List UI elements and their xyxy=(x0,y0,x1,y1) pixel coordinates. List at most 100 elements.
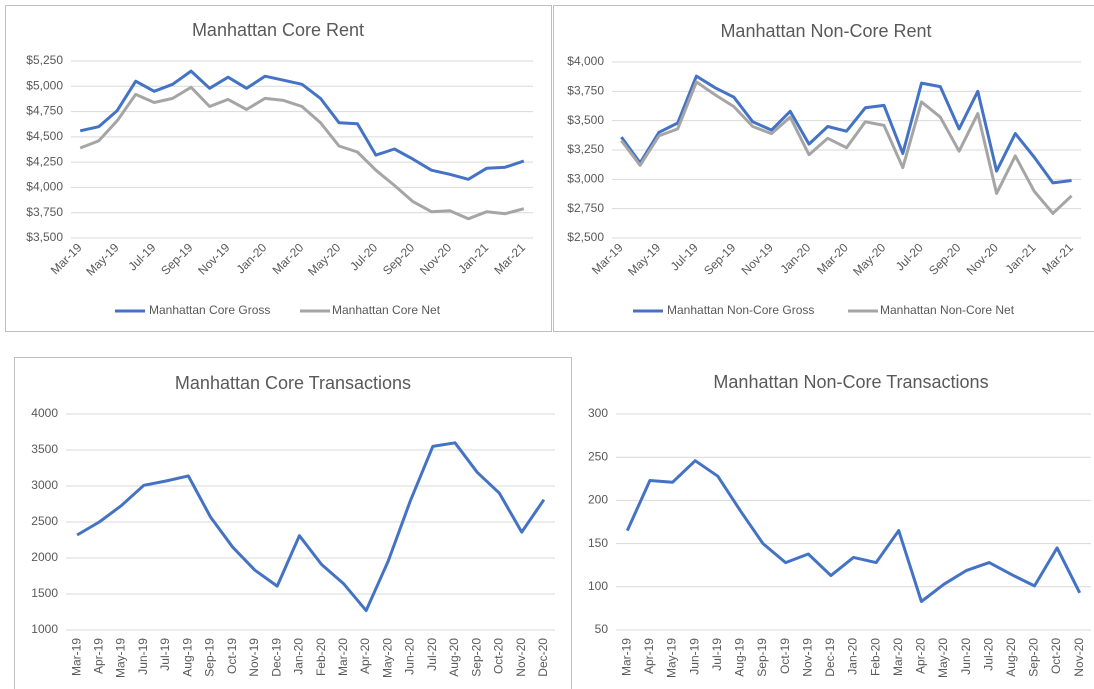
x-tick-label: Apr-20 xyxy=(914,638,928,674)
x-tick-label: May-20 xyxy=(936,638,950,678)
panel-frame xyxy=(5,5,552,332)
x-tick-label: Mar-20 xyxy=(270,240,307,277)
legend-label: Manhattan Non-Core Net xyxy=(880,303,1015,317)
x-tick-label: Sep-20 xyxy=(469,638,483,677)
x-tick-label: May-19 xyxy=(83,240,121,278)
chart-title: Manhattan Core Rent xyxy=(192,20,364,40)
x-tick-label: May-19 xyxy=(665,638,679,678)
series-line xyxy=(620,80,1073,215)
x-tick-label: Jul-19 xyxy=(668,240,701,273)
x-tick-label: May-19 xyxy=(114,638,128,678)
x-tick-label: Jul-19 xyxy=(710,638,724,671)
x-tick-label: Sep-20 xyxy=(380,240,417,277)
x-tick-label: Mar-19 xyxy=(619,638,633,676)
x-tick-label: Dec-19 xyxy=(823,638,837,677)
y-tick-label: 3500 xyxy=(31,442,58,456)
y-tick-label: $3,500 xyxy=(26,230,63,244)
x-tick-label: Nov-19 xyxy=(195,240,232,277)
y-tick-label: $4,000 xyxy=(567,54,604,68)
x-tick-label: Dec-19 xyxy=(269,638,283,677)
x-tick-label: Jan-20 xyxy=(292,638,306,675)
x-tick-label: Nov-19 xyxy=(800,638,814,677)
x-tick-label: Nov-19 xyxy=(247,638,261,677)
x-tick-label: Dec-20 xyxy=(536,638,550,677)
chart-title: Manhattan Core Transactions xyxy=(175,373,411,393)
x-tick-label: Jul-20 xyxy=(425,638,439,671)
x-tick-label: Jun-19 xyxy=(136,638,150,675)
x-tick-label: Feb-20 xyxy=(314,638,328,676)
y-tick-label: $3,750 xyxy=(567,84,604,98)
x-tick-label: Apr-19 xyxy=(642,638,656,674)
y-tick-label: 4000 xyxy=(31,406,58,420)
x-tick-label: Sep-20 xyxy=(926,240,963,277)
x-tick-label: Mar-19 xyxy=(48,240,85,277)
x-tick-label: May-20 xyxy=(380,638,394,678)
panel-frame xyxy=(553,5,1094,332)
y-tick-label: $3,250 xyxy=(567,142,604,156)
x-tick-label: Nov-20 xyxy=(964,240,1001,277)
panel-frame xyxy=(14,357,572,689)
series-line xyxy=(79,85,525,221)
y-tick-label: $2,500 xyxy=(567,230,604,244)
x-tick-label: Sep-19 xyxy=(203,638,217,677)
x-tick-label: Nov-20 xyxy=(1072,638,1086,677)
x-tick-label: Mar-21 xyxy=(491,240,528,277)
x-tick-label: Mar-19 xyxy=(69,638,83,676)
series-line xyxy=(625,459,1082,603)
y-tick-label: 1500 xyxy=(31,586,58,600)
x-tick-label: Jan-20 xyxy=(846,638,860,675)
legend-label: Manhattan Non-Core Gross xyxy=(667,303,814,317)
x-tick-label: Jul-20 xyxy=(347,240,380,273)
x-tick-label: Oct-19 xyxy=(778,638,792,674)
x-tick-label: Sep-20 xyxy=(1027,638,1041,677)
x-tick-label: Mar-20 xyxy=(891,638,905,676)
x-tick-label: Sep-19 xyxy=(701,240,738,277)
y-tick-label: $5,250 xyxy=(26,53,63,67)
x-tick-label: May-20 xyxy=(305,240,343,278)
x-tick-label: Oct-20 xyxy=(1049,638,1063,674)
x-tick-label: Nov-20 xyxy=(417,240,454,277)
series-line xyxy=(76,441,546,613)
x-tick-label: Mar-19 xyxy=(589,240,626,277)
series-line xyxy=(79,69,525,181)
x-tick-label: Oct-20 xyxy=(492,638,506,674)
series-line xyxy=(620,74,1072,185)
chart-title: Manhattan Non-Core Rent xyxy=(720,21,931,41)
y-tick-label: $3,750 xyxy=(26,205,63,219)
x-tick-label: Oct-19 xyxy=(225,638,239,674)
x-tick-label: Jun-20 xyxy=(403,638,417,675)
x-tick-label: Sep-19 xyxy=(755,638,769,677)
x-tick-label: Nov-20 xyxy=(514,638,528,677)
x-tick-label: Aug-19 xyxy=(733,638,747,677)
y-tick-label: $5,000 xyxy=(26,78,63,92)
x-tick-label: Jun-20 xyxy=(959,638,973,675)
y-tick-label: $4,250 xyxy=(26,154,63,168)
y-tick-label: 3000 xyxy=(31,478,58,492)
x-tick-label: Jan-21 xyxy=(1003,240,1039,276)
y-tick-label: $4,500 xyxy=(26,129,63,143)
y-tick-label: 2000 xyxy=(31,550,58,564)
y-tick-label: 300 xyxy=(588,406,608,420)
x-tick-label: Mar-20 xyxy=(814,240,851,277)
x-tick-label: Apr-19 xyxy=(92,638,106,674)
y-tick-label: 100 xyxy=(588,579,608,593)
x-tick-label: Nov-19 xyxy=(739,240,776,277)
x-tick-label: Jul-20 xyxy=(981,638,995,671)
y-tick-label: 150 xyxy=(588,536,608,550)
y-tick-label: 2500 xyxy=(31,514,58,528)
y-tick-label: $4,000 xyxy=(26,180,63,194)
x-tick-label: Jan-21 xyxy=(455,240,491,276)
y-tick-label: $3,000 xyxy=(567,172,604,186)
x-tick-label: Aug-20 xyxy=(447,638,461,677)
legend-label: Manhattan Core Gross xyxy=(149,303,270,317)
x-tick-label: Mar-21 xyxy=(1039,240,1076,277)
x-tick-label: May-20 xyxy=(850,240,888,278)
x-tick-label: Jun-19 xyxy=(687,638,701,675)
y-tick-label: 1000 xyxy=(31,622,58,636)
x-tick-label: Apr-20 xyxy=(358,638,372,674)
x-tick-label: Mar-20 xyxy=(336,638,350,676)
x-tick-label: Jan-20 xyxy=(234,240,270,276)
x-tick-label: Aug-19 xyxy=(180,638,194,677)
y-tick-label: 200 xyxy=(588,493,608,507)
